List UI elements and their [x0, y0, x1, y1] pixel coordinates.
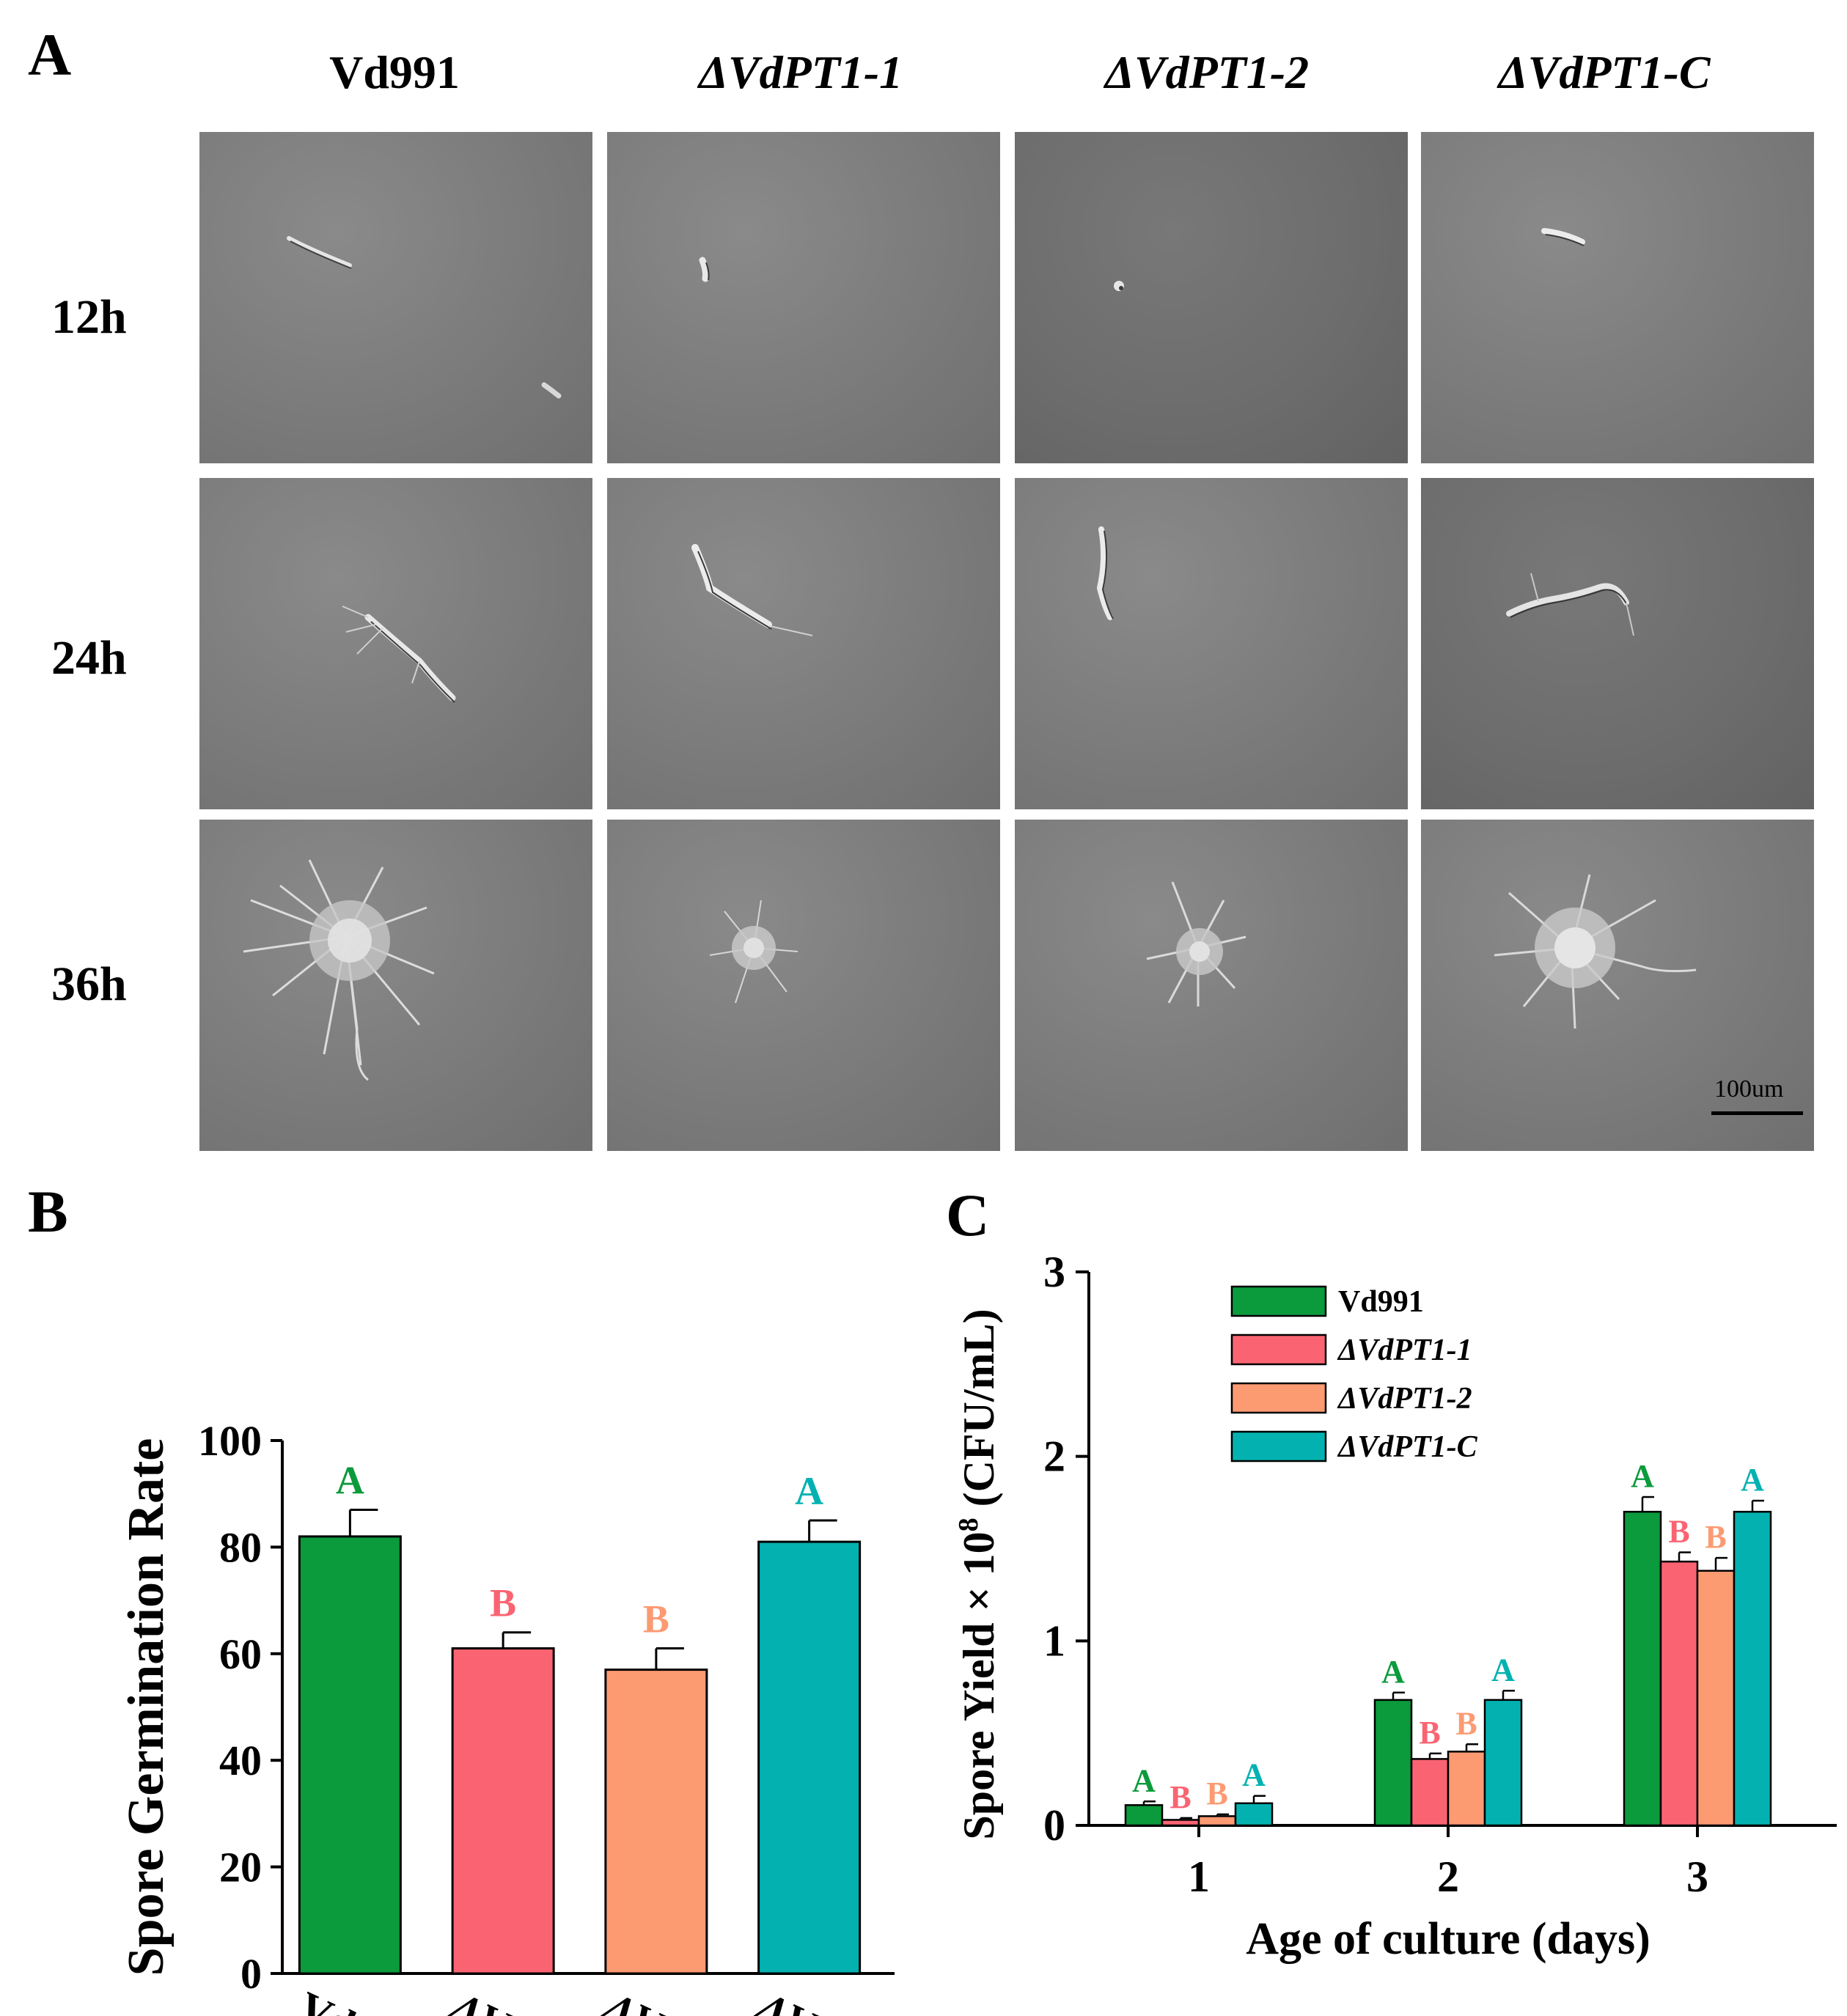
significance-label: B: [643, 1597, 669, 1641]
y-tick-label: 40: [219, 1737, 262, 1784]
column-header-vdpt1-c: ΔVdPT1-C: [1498, 46, 1711, 98]
bar: [604, 1669, 708, 1975]
panel-c-letter: C: [946, 1182, 989, 1248]
bar: [1696, 1570, 1736, 1827]
y-tick-label: 3: [1043, 1248, 1065, 1296]
legend-swatch: [1230, 1285, 1327, 1317]
panel-b-letter: B: [28, 1178, 68, 1245]
y-tick-label: 0: [1043, 1801, 1065, 1850]
significance-label: A: [1381, 1654, 1405, 1690]
row-label-24h: 24h: [51, 631, 127, 685]
row-label-36h: 36h: [51, 957, 127, 1011]
significance-label: B: [1169, 1779, 1191, 1815]
x-tick-label: 2: [1437, 1853, 1459, 1901]
y-tick-label: 100: [198, 1417, 262, 1465]
y-axis-title: Spore Yield × 108 (CFU/mL): [953, 1309, 1003, 1839]
significance-label: A: [1242, 1757, 1266, 1793]
x-tick-label: ΔVdPT1-C: [749, 1982, 946, 2016]
chart-spore-germination-rate: B 0 20 40 60 80 100 Spore Germination Rate A Vd9…: [28, 1178, 946, 2016]
significance-label: B: [490, 1581, 516, 1625]
significance-label: B: [1206, 1776, 1227, 1811]
x-axis-title: Age of culture (days): [1246, 1914, 1650, 1964]
micrograph-vdpt1-1-36h: [607, 820, 1000, 1151]
column-header-vd991: Vd991: [329, 46, 460, 98]
row-label-12h: 12h: [51, 290, 127, 344]
legend-swatch: [1230, 1333, 1327, 1366]
micrograph-vdpt1-1-24h: [607, 478, 1000, 809]
micrograph-vd991-36h: [199, 820, 592, 1151]
legend-swatch: [1230, 1430, 1327, 1463]
micrograph-vdpt1-2-12h: [1015, 132, 1408, 463]
significance-label: A: [1631, 1458, 1654, 1494]
legend-swatch: [1230, 1382, 1327, 1414]
legend-label: ΔVdPT1-2: [1337, 1382, 1472, 1416]
y-tick-label: 1: [1043, 1616, 1065, 1665]
bar: [298, 1535, 402, 1975]
micrograph-vdpt1-c-36h: 100um: [1421, 820, 1814, 1151]
scale-bar-label: 100um: [1714, 1075, 1783, 1103]
significance-label: B: [1419, 1715, 1440, 1751]
bar: [1483, 1699, 1523, 1827]
bar: [1161, 1819, 1200, 1827]
scale-bar: [1711, 1111, 1803, 1115]
significance-label: B: [1455, 1705, 1477, 1741]
micrograph-vdpt1-1-12h: [607, 132, 1000, 463]
bar: [1234, 1802, 1274, 1827]
bar: [1410, 1758, 1450, 1827]
x-tick-label: 3: [1686, 1853, 1708, 1901]
significance-label: B: [1668, 1514, 1689, 1550]
bar: [1197, 1815, 1237, 1827]
x-tick-label: Vd991: [291, 1982, 422, 2016]
bar: [1373, 1699, 1413, 1827]
bar: [1623, 1510, 1662, 1827]
x-tick-label: 1: [1188, 1853, 1210, 1901]
significance-label: A: [1741, 1462, 1764, 1498]
significance-label: A: [1491, 1652, 1515, 1688]
bar: [1733, 1510, 1772, 1827]
legend-label: ΔVdPT1-1: [1337, 1333, 1472, 1367]
micrograph-vd991-12h: [199, 132, 592, 463]
significance-label: A: [336, 1459, 364, 1503]
micrograph-vdpt1-2-24h: [1015, 478, 1408, 809]
y-tick-label: 0: [240, 1950, 262, 1998]
y-tick-label: 60: [219, 1630, 262, 1678]
bar: [451, 1647, 555, 1975]
y-tick-label: 2: [1043, 1432, 1065, 1481]
micrograph-vdpt1-2-36h: [1015, 820, 1408, 1151]
column-header-vdpt1-2: ΔVdPT1-2: [1104, 46, 1310, 98]
micrograph-vdpt1-c-24h: [1421, 478, 1814, 809]
micrograph-vdpt1-c-12h: [1421, 132, 1814, 463]
significance-label: B: [1705, 1519, 1726, 1555]
panel-a-letter: A: [28, 21, 72, 88]
column-header-vdpt1-1: ΔVdPT1-1: [698, 46, 903, 98]
micrograph-vd991-24h: [199, 478, 592, 809]
legend-label: Vd991: [1338, 1285, 1424, 1319]
bar: [1124, 1804, 1164, 1827]
bar: [1659, 1560, 1699, 1827]
legend-label: ΔVdPT1-C: [1337, 1430, 1478, 1464]
significance-label: A: [1132, 1762, 1156, 1798]
significance-label: A: [795, 1469, 823, 1513]
y-axis-title: Spore Germination Rate: [118, 1438, 175, 1976]
y-tick-label: 80: [219, 1523, 262, 1571]
bar: [1447, 1751, 1486, 1827]
y-tick-label: 20: [219, 1844, 262, 1891]
bar: [757, 1540, 862, 1975]
